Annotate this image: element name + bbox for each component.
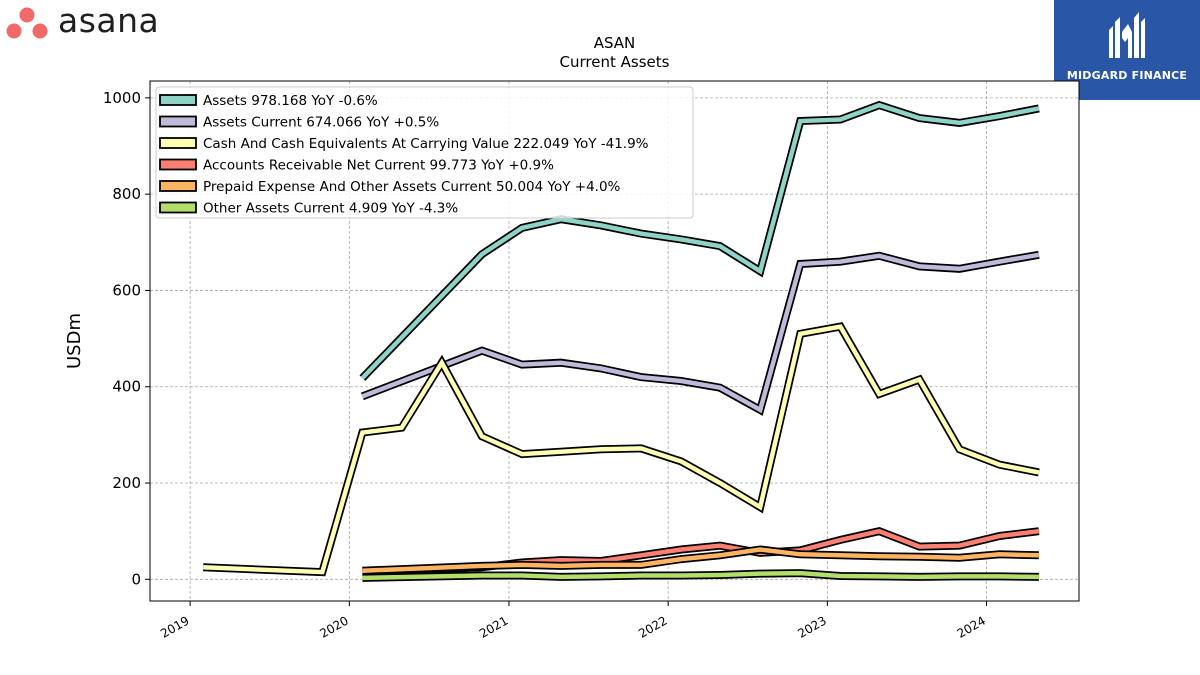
legend-item: Assets 978.168 YoY -0.6% [159, 93, 378, 109]
y-axis-label: USDm [64, 313, 85, 369]
legend-swatch [159, 201, 197, 214]
brand-name: asana [58, 0, 160, 40]
x-tick-label: 2020 [317, 613, 350, 640]
legend-label: Assets 978.168 YoY -0.6% [203, 93, 378, 109]
series-assets-current [360, 250, 1040, 416]
y-tick-label: 0 [131, 570, 141, 588]
asana-logo: asana [4, 0, 160, 42]
chart-title: ASAN [594, 34, 636, 52]
series-prepaid-expense-and-other-assets-current [362, 545, 1040, 575]
series-line [362, 570, 1039, 581]
midgard-emblem-icon [1109, 12, 1145, 58]
x-tick-label: 2019 [158, 613, 191, 640]
legend-label: Other Assets Current 4.909 YoY -4.3% [203, 201, 458, 217]
y-tick-label: 400 [112, 378, 141, 396]
series-line [360, 102, 1040, 380]
chart-subtitle: Current Assets [560, 53, 670, 71]
x-tick-label: 2022 [636, 613, 669, 640]
legend-item: Prepaid Expense And Other Assets Current… [159, 179, 621, 195]
legend-label: Assets Current 674.066 YoY +0.5% [203, 115, 439, 131]
legend-swatch [159, 115, 197, 128]
x-tick-label: 2021 [477, 613, 510, 640]
legend-item: Cash And Cash Equivalents At Carrying Va… [159, 136, 649, 152]
x-tick-label: 2023 [795, 613, 828, 640]
asana-dots-icon [6, 7, 48, 39]
legend-item: Other Assets Current 4.909 YoY -4.3% [159, 201, 458, 217]
partner-name: MIDGARD FINANCE [1066, 69, 1188, 82]
legend-swatch [159, 94, 197, 106]
series-line [203, 324, 1040, 575]
y-tick-label: 800 [112, 185, 141, 203]
legend-swatch [159, 158, 197, 171]
legend-label: Accounts Receivable Net Current 99.773 Y… [203, 158, 554, 174]
legend-item: Accounts Receivable Net Current 99.773 Y… [159, 158, 554, 174]
series-line [361, 252, 1040, 414]
legend-swatch [159, 180, 197, 192]
legend-label: Cash And Cash Equivalents At Carrying Va… [203, 136, 649, 152]
y-tick-label: 1000 [103, 89, 141, 107]
y-tick-label: 200 [112, 474, 141, 492]
x-tick-label: 2024 [955, 613, 988, 640]
legend-item: Assets Current 674.066 YoY +0.5% [159, 115, 439, 131]
legend-label: Prepaid Expense And Other Assets Current… [203, 179, 621, 195]
legend: Assets 978.168 YoY -0.6% Assets Current 6… [155, 86, 694, 219]
series-other-assets-current [362, 569, 1039, 582]
series-line [362, 547, 1039, 573]
series-cash-and-cash-equivalents-at-carrying-value [203, 322, 1040, 577]
legend-swatch [159, 137, 197, 149]
plot-frame [149, 80, 1080, 602]
series-lines [203, 100, 1040, 582]
series-assets [359, 100, 1040, 381]
y-tick-label: 600 [112, 281, 141, 299]
legend-box [155, 86, 694, 219]
